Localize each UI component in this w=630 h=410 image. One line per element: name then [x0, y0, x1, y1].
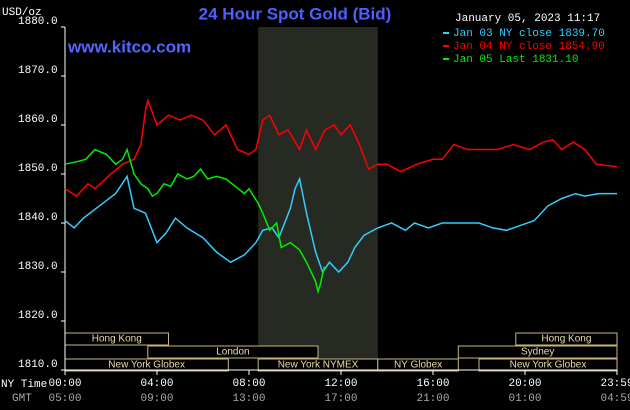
y-tick-label: 1820.0: [18, 310, 58, 322]
gmt-label: GMT: [12, 393, 32, 405]
session-box: [478, 358, 618, 372]
session-box: [515, 332, 618, 346]
series-line: [64, 147, 326, 295]
x-tick-label: 12:00: [324, 378, 357, 390]
gmt-tick-label: 04:59: [600, 393, 630, 405]
session-box: [377, 358, 459, 372]
x-tick-label: 00:00: [48, 378, 81, 390]
gmt-tick-label: 05:00: [48, 393, 81, 405]
gmt-tick-label: 01:00: [508, 393, 541, 405]
session-label: Hong Kong: [92, 334, 142, 345]
session-label: New York Globex: [108, 360, 185, 371]
y-tick-label: 1860.0: [18, 114, 58, 126]
watermark: www.kitco.com: [67, 37, 191, 56]
chart-title: 24 Hour Spot Gold (Bid): [199, 4, 392, 23]
x-tick-label: 20:00: [508, 378, 541, 390]
legend-label: Jan 04 NY close 1854.90: [453, 41, 605, 53]
session-label: Hong Kong: [541, 334, 591, 345]
session-label: NY Globex: [394, 360, 442, 371]
legend-label: Jan 03 NY close 1839.70: [453, 28, 605, 40]
session-label: New York Globex: [510, 360, 587, 371]
y-tick-label: 1850.0: [18, 163, 58, 175]
session-box: [457, 345, 618, 359]
legend-label: Jan 05 Last 1831.10: [453, 54, 578, 66]
gmt-tick-label: 09:00: [140, 393, 173, 405]
x-tick-label: 16:00: [416, 378, 449, 390]
session-box: [147, 345, 319, 359]
x-tick-label: 23:59: [600, 378, 630, 390]
y-tick-label: 1880.0: [18, 16, 58, 28]
nymex-shade: [258, 27, 378, 370]
session-label: Sydney: [521, 347, 554, 358]
ny-time-label: NY Time: [1, 379, 47, 391]
gmt-tick-label: 17:00: [324, 393, 357, 405]
series-line: [64, 174, 617, 274]
x-tick-label: 04:00: [140, 378, 173, 390]
y-tick-label: 1870.0: [18, 65, 58, 77]
y-tick-label: 1830.0: [18, 261, 58, 273]
session-label: New York NYMEX: [278, 360, 359, 371]
y-tick-label: 1840.0: [18, 212, 58, 224]
x-tick-label: 08:00: [232, 378, 265, 390]
session-label: London: [216, 347, 249, 358]
series-line: [64, 97, 618, 198]
y-axis-label: USD/oz: [2, 7, 42, 19]
timestamp: January 05, 2023 11:17: [455, 13, 600, 25]
gmt-tick-label: 21:00: [416, 393, 449, 405]
y-tick-label: 1810.0: [18, 359, 58, 371]
gmt-tick-label: 13:00: [232, 393, 265, 405]
